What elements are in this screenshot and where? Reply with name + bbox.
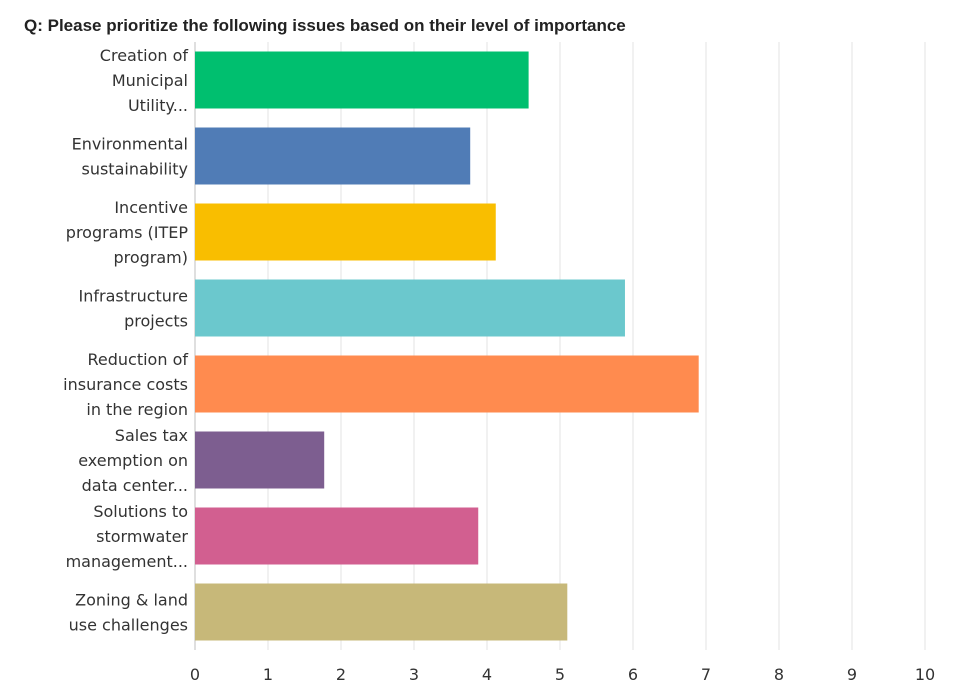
bar (195, 203, 496, 261)
bars (195, 51, 699, 641)
category-label: Reduction of insurance costs in the region (63, 350, 188, 419)
bar (195, 431, 325, 489)
category-labels: Creation of Municipal Utility... Environmen… (63, 46, 188, 635)
bar (195, 279, 625, 337)
x-tick-label: 6 (628, 665, 638, 684)
x-tick-label: 9 (847, 665, 857, 684)
category-label: Sales tax exemption on data center... (78, 426, 188, 495)
category-label: Incentive programs (ITEP program) (66, 198, 189, 267)
chart-title: Q: Please prioritize the following issue… (24, 16, 626, 35)
bar (195, 51, 529, 109)
category-label: Infrastructure projects (79, 287, 188, 331)
category-label: Zoning & land use challenges (69, 591, 188, 635)
x-tick-label: 4 (482, 665, 492, 684)
x-tick-label: 10 (915, 665, 935, 684)
x-tick-label: 0 (190, 665, 200, 684)
x-tick-label: 8 (774, 665, 784, 684)
x-tick-label: 5 (555, 665, 565, 684)
bar (195, 583, 568, 641)
x-axis-ticks: 0 1 2 3 4 5 6 7 8 9 10 (190, 665, 935, 684)
bar (195, 355, 699, 413)
bar (195, 507, 479, 565)
category-label: Environmental sustainability (72, 135, 188, 179)
x-tick-label: 3 (409, 665, 419, 684)
category-label: Solutions to stormwater management... (66, 502, 189, 571)
x-tick-label: 7 (701, 665, 711, 684)
x-tick-label: 2 (336, 665, 346, 684)
x-tick-label: 1 (263, 665, 273, 684)
category-label: Creation of Municipal Utility... (100, 46, 189, 115)
bar (195, 127, 471, 185)
